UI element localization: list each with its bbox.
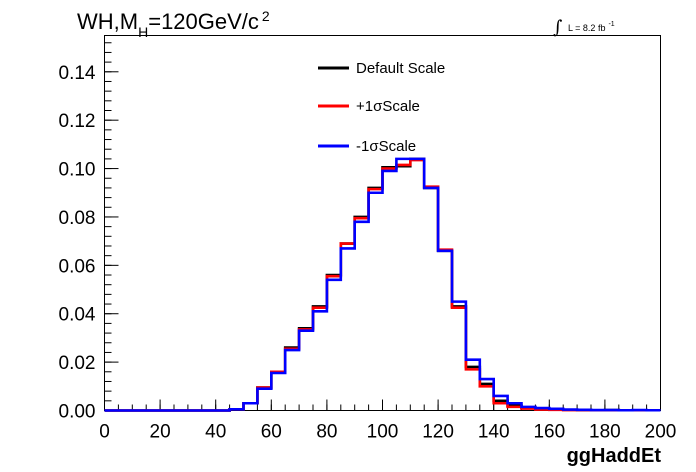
- x-tick-label: 160: [533, 422, 565, 443]
- x-axis-label: ggHaddEt: [567, 445, 662, 467]
- lumi-superscript: -1: [608, 21, 614, 28]
- plot-frame: [104, 35, 661, 411]
- x-tick-label: 80: [316, 422, 337, 443]
- series-line-2: [104, 158, 661, 412]
- x-tick-label: 0: [99, 422, 110, 443]
- y-tick-label: 0.14: [59, 63, 96, 84]
- series-line-1: [104, 157, 661, 412]
- y-tick-label: 0.10: [59, 160, 96, 181]
- x-tick-label: 180: [589, 422, 621, 443]
- legend-label: Default Scale: [356, 60, 445, 77]
- title-subscript: H: [138, 24, 148, 40]
- legend-label: -1σScale: [356, 138, 416, 155]
- lumi-integral-sign: ∫: [553, 17, 563, 38]
- title-superscript: 2: [262, 8, 270, 24]
- series-line-3: [104, 157, 661, 412]
- legend: Default Scale +1σScale -1σScale: [318, 60, 445, 155]
- chart-title: WH,MH=120GeV/c 2: [77, 8, 270, 40]
- lumi-label-text: L = 8.2 fb: [568, 23, 605, 33]
- y-axis: 0.00 0.02 0.04 0.06 0.08 0.10 0.12 0.14: [59, 42, 119, 423]
- x-tick-label: 100: [367, 422, 399, 443]
- y-tick-label: 0.02: [59, 353, 96, 374]
- x-tick-label: 60: [261, 422, 282, 443]
- series-layer: [104, 157, 661, 412]
- x-tick-label: 200: [645, 422, 677, 443]
- title-rest-text: =120GeV/c: [148, 9, 259, 34]
- x-tick-label: 20: [150, 422, 171, 443]
- x-tick-label: 40: [205, 422, 226, 443]
- title-main-text: WH,M: [77, 9, 138, 34]
- x-axis: 0 20 40 60 80 100 120 140 160 180 200: [99, 399, 677, 443]
- y-tick-label: 0.12: [59, 111, 96, 132]
- y-tick-label: 0.00: [59, 402, 96, 423]
- legend-label: +1σScale: [356, 98, 420, 115]
- x-tick-label: 140: [478, 422, 510, 443]
- y-tick-label: 0.06: [59, 256, 96, 277]
- x-tick-label: 120: [422, 422, 454, 443]
- y-tick-label: 0.08: [59, 208, 96, 229]
- lumi-label: L = 8.2 fb -1: [568, 21, 615, 33]
- y-tick-label: 0.04: [59, 305, 96, 326]
